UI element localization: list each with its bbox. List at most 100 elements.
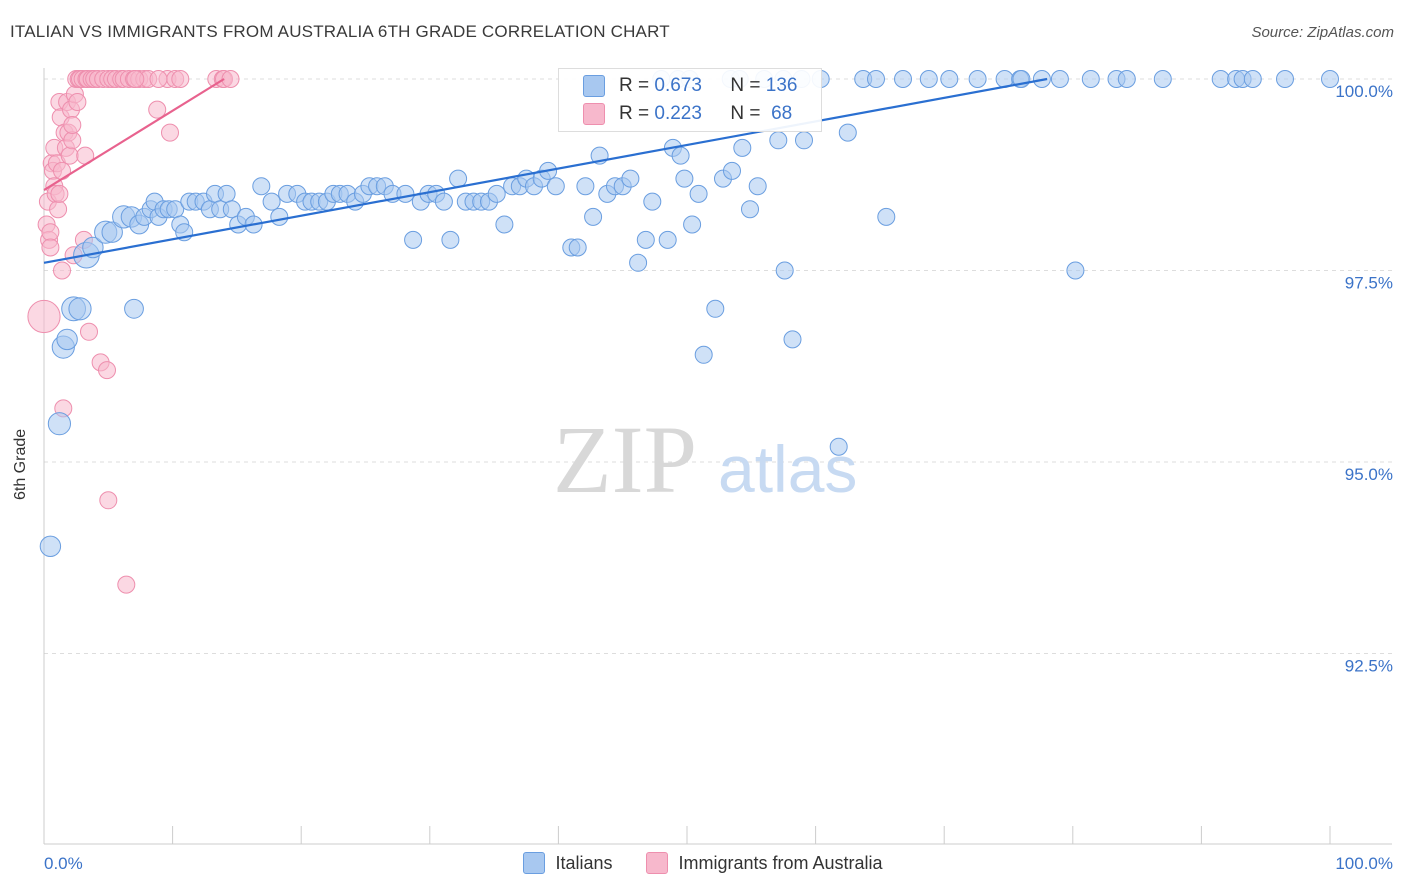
italians-point-111 <box>968 70 987 88</box>
australia-r-label: R = <box>619 103 650 124</box>
italians-point-83 <box>636 230 655 249</box>
italians-point-118 <box>1081 70 1100 88</box>
australia-point-13 <box>50 184 69 203</box>
italians-point-0 <box>39 535 62 557</box>
y-axis-label: 6th Grade <box>12 428 29 500</box>
italians-point-126 <box>1276 70 1294 88</box>
series-italians-points <box>39 70 1339 557</box>
italians-point-34 <box>252 177 271 196</box>
australia-point-64 <box>161 123 179 142</box>
italians-point-127 <box>1321 70 1339 88</box>
stats-box: R = 0.673 N = 136 R = 0.223 N = 68 <box>558 68 822 132</box>
italians-point-35 <box>262 192 281 211</box>
legend-label-australia: Immigrants from Australia <box>678 852 883 873</box>
australia-n-label: N = <box>730 103 761 124</box>
italians-point-81 <box>621 169 640 188</box>
italians-point-99 <box>775 261 794 280</box>
stats-row-australia: R = 0.223 N = 68 <box>583 103 792 125</box>
italians-point-121 <box>1153 70 1172 88</box>
legend: Italians Immigrants from Australia <box>0 852 1406 874</box>
australia-point-17 <box>53 261 71 280</box>
series-australia-points <box>27 70 240 594</box>
italians-point-106 <box>867 70 885 88</box>
italians-point-104 <box>838 123 857 142</box>
australia-point-29 <box>68 93 87 111</box>
italians-point-52 <box>396 184 415 203</box>
italians-point-76 <box>584 207 603 226</box>
australia-point-57 <box>171 70 190 88</box>
australia-point-12 <box>49 200 68 219</box>
chart-title: ITALIAN VS IMMIGRANTS FROM AUSTRALIA 6TH… <box>10 22 670 41</box>
italians-point-58 <box>441 230 460 249</box>
italians-point-64 <box>487 184 506 203</box>
italians-point-109 <box>919 70 938 88</box>
australia-point-4 <box>41 223 60 242</box>
italians-point-98 <box>769 131 788 150</box>
italians-point-89 <box>683 215 702 234</box>
italians-point-84 <box>643 192 662 211</box>
italians-point-97 <box>748 177 767 196</box>
italians-point-95 <box>733 138 752 157</box>
legend-item-italians[interactable]: Italians <box>523 852 612 874</box>
gridlines <box>44 78 1392 654</box>
trend-line-australia <box>43 78 225 192</box>
australia-point-54 <box>148 100 167 119</box>
italians-point-3 <box>56 328 78 351</box>
italians-point-117 <box>1050 70 1069 88</box>
italians-point-29 <box>217 184 236 203</box>
italians-point-103 <box>829 437 848 456</box>
y-tick-label-1: 95.0% <box>1345 465 1393 484</box>
italians-point-107 <box>877 207 896 226</box>
legend-item-australia[interactable]: Immigrants from Australia <box>646 852 883 874</box>
australia-swatch <box>583 103 605 125</box>
italians-point-90 <box>689 184 708 203</box>
australia-point-37 <box>80 322 98 341</box>
italians-point-116 <box>1066 261 1085 280</box>
italians-point-1 <box>47 412 72 436</box>
italians-point-110 <box>940 70 959 88</box>
italians-point-30 <box>222 200 241 219</box>
italians-point-88 <box>675 169 694 188</box>
italians-point-59 <box>449 169 468 188</box>
italians-swatch <box>583 75 605 97</box>
italians-point-122 <box>1211 70 1230 88</box>
italians-n-label: N = <box>730 75 761 96</box>
australia-point-23 <box>60 146 79 165</box>
legend-swatch-italians <box>523 852 546 874</box>
australia-point-61 <box>221 70 240 88</box>
italians-point-5 <box>68 297 92 321</box>
y-tick-label-2: 97.5% <box>1345 274 1393 293</box>
italians-point-82 <box>629 253 648 272</box>
italians-point-72 <box>546 177 565 196</box>
italians-point-65 <box>495 215 514 234</box>
italians-point-96 <box>741 200 759 219</box>
australia-point-16 <box>53 161 71 180</box>
x-tick-labels: 0.0% 100.0% <box>44 854 1393 873</box>
australia-point-66 <box>149 70 168 88</box>
italians-point-53 <box>404 230 423 249</box>
italians-point-74 <box>568 238 587 257</box>
x-tick-label-max: 100.0% <box>1335 854 1393 873</box>
australia-point-5 <box>41 238 60 257</box>
australia-point-25 <box>63 131 82 150</box>
watermark-zip: ZIP <box>553 406 697 513</box>
australia-point-63 <box>117 575 136 594</box>
italians-point-57 <box>434 192 453 211</box>
italians-point-91 <box>694 345 713 364</box>
y-tick-label-0: 92.5% <box>1345 657 1393 676</box>
y-tick-labels: 92.5% 95.0% 97.5% 100.0% <box>1335 82 1393 676</box>
australia-point-65 <box>126 70 145 88</box>
watermark: ZIP atlas <box>553 406 857 513</box>
italians-point-36 <box>270 207 289 226</box>
australia-point-62 <box>99 491 118 510</box>
italians-point-75 <box>576 177 595 196</box>
italians-point-108 <box>894 70 912 88</box>
italians-point-120 <box>1117 70 1136 88</box>
stats-row-italians: R = 0.673 N = 136 <box>583 75 797 97</box>
italians-point-101 <box>795 131 813 150</box>
x-tick-label-min: 0.0% <box>44 854 83 873</box>
italians-r-label: R = <box>619 75 650 96</box>
italians-point-85 <box>658 230 677 249</box>
australia-point-0 <box>27 299 61 334</box>
